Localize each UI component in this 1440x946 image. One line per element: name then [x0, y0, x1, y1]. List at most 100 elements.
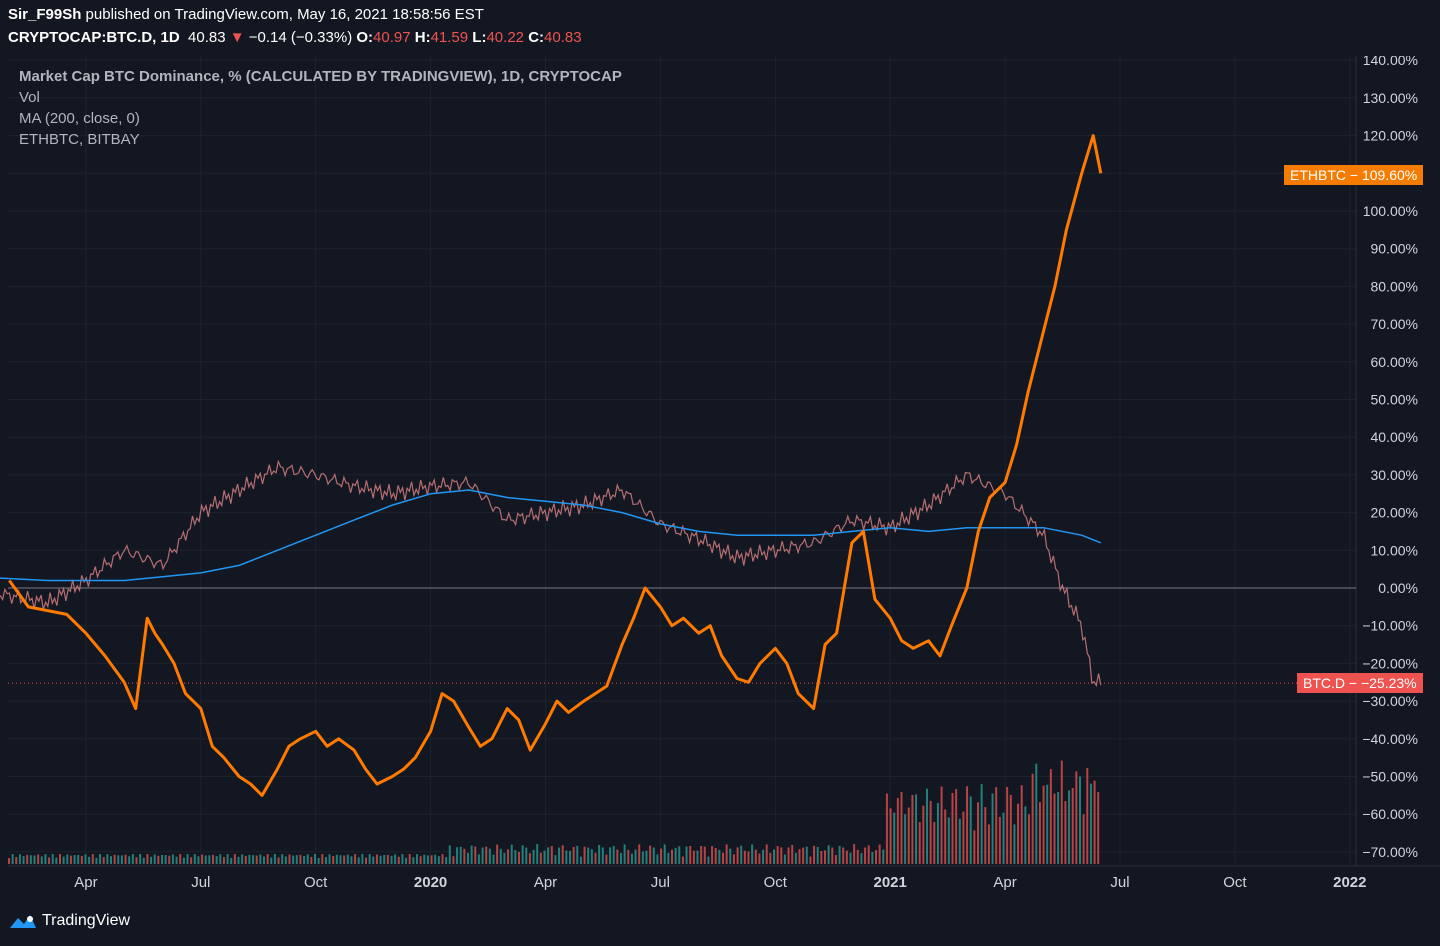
- volume-bar: [423, 854, 426, 864]
- volume-bar: [590, 849, 593, 864]
- x-tick-label: Apr: [74, 874, 97, 891]
- volume-bar: [860, 853, 863, 864]
- volume-bar: [660, 848, 663, 864]
- volume-bar: [328, 854, 331, 864]
- volume-bar: [547, 847, 550, 864]
- high-value: 41.59: [430, 29, 469, 46]
- x-tick-label: Jul: [1110, 874, 1129, 891]
- volume-bar: [969, 796, 972, 864]
- volume-bar: [900, 791, 903, 864]
- volume-bar: [536, 844, 539, 864]
- volume-bar: [233, 854, 236, 864]
- volume-bar: [84, 854, 87, 864]
- price-change: −0.14 (−0.33%): [248, 29, 353, 46]
- volume-bar: [496, 844, 499, 864]
- author-name[interactable]: Sir_F99Sh: [8, 6, 82, 23]
- volume-bar: [747, 851, 750, 864]
- legend-ma[interactable]: MA (200, close, 0): [19, 110, 140, 127]
- volume-bar: [73, 855, 76, 864]
- ma-line[interactable]: [0, 489, 1102, 582]
- volume-bar: [532, 849, 535, 864]
- chart-area[interactable]: 140.00%130.00%120.00%110.00%100.00%90.00…: [0, 52, 1440, 900]
- volume-bar: [867, 845, 870, 864]
- volume-bar: [517, 851, 520, 864]
- volume-bar: [525, 847, 528, 864]
- x-tick-label: Apr: [993, 874, 1016, 891]
- volume-bar: [1057, 792, 1060, 864]
- volume-bar: [1049, 769, 1052, 864]
- volume-bar: [55, 857, 58, 864]
- legend-main-series[interactable]: Market Cap BTC Dominance, % (CALCULATED …: [19, 68, 622, 85]
- y-tick-label: 30.00%: [1371, 467, 1418, 483]
- y-tick-label: −10.00%: [1362, 618, 1418, 634]
- volume-bar: [510, 844, 513, 864]
- legend-ethbtc[interactable]: ETHBTC, BITBAY: [19, 131, 140, 148]
- x-tick-label: Jul: [191, 874, 210, 891]
- y-tick-label: 80.00%: [1371, 278, 1418, 294]
- volume-bar: [507, 849, 510, 864]
- volume-bar: [645, 850, 648, 864]
- volume-bar: [142, 857, 145, 864]
- volume-bar: [295, 855, 298, 864]
- x-tick-label: Apr: [534, 874, 557, 891]
- volume-bar: [885, 793, 888, 864]
- volume-bar: [794, 852, 797, 864]
- volume-bar: [419, 856, 422, 864]
- chart-svg[interactable]: 140.00%130.00%120.00%110.00%100.00%90.00…: [0, 52, 1440, 900]
- volume-bar: [281, 854, 284, 864]
- volume-bar: [816, 846, 819, 864]
- volume-bar: [976, 802, 979, 864]
- volume-bar: [689, 845, 692, 864]
- volume-bar: [190, 857, 193, 864]
- volume-bar: [160, 854, 163, 864]
- volume-bar: [124, 854, 127, 864]
- volume-bar: [463, 848, 466, 864]
- volume-bar: [882, 849, 885, 864]
- volume-bar: [787, 847, 790, 864]
- y-tick-label: 20.00%: [1371, 505, 1418, 521]
- volume-bar: [201, 854, 204, 864]
- volume-bar: [696, 850, 699, 864]
- volume-bar: [521, 845, 524, 864]
- legend: Market Cap BTC Dominance, % (CALCULATED …: [19, 66, 622, 150]
- volume-bar: [412, 857, 415, 864]
- open-label: O:: [356, 29, 374, 46]
- volume-bar: [441, 854, 444, 864]
- volume-bar: [215, 856, 218, 864]
- volume-bar: [466, 852, 469, 864]
- volume-bar: [299, 854, 302, 864]
- volume-bar: [339, 855, 342, 864]
- volume-bar: [292, 855, 295, 864]
- close-label: C:: [528, 29, 545, 46]
- volume-bar: [153, 854, 156, 864]
- volume-bar: [241, 854, 244, 864]
- volume-bar: [966, 786, 969, 864]
- volume-bar: [594, 852, 597, 864]
- legend-volume[interactable]: Vol: [19, 89, 40, 106]
- volume-bar: [456, 847, 459, 864]
- volume-bar: [80, 855, 83, 864]
- volume-bar: [99, 854, 102, 864]
- volume-bar: [634, 849, 637, 864]
- tradingview-logo[interactable]: TradingView: [8, 912, 130, 930]
- volume-bar: [627, 849, 630, 864]
- x-tick-label: Oct: [1223, 874, 1247, 891]
- ethbtc-line[interactable]: [8, 134, 1103, 797]
- volume-bar: [364, 857, 367, 864]
- symbol-line: CRYPTOCAP:BTC.D, 1D 40.83 ▼ −0.14 (−0.33…: [8, 29, 582, 46]
- symbol-name[interactable]: CRYPTOCAP:BTC.D, 1D: [8, 29, 180, 46]
- volume-bar: [157, 855, 160, 864]
- volume-bar: [856, 849, 859, 864]
- volume-bar: [179, 854, 182, 864]
- volume-bar: [175, 856, 178, 864]
- volume-bar: [375, 854, 378, 864]
- volume-bar: [1009, 794, 1012, 864]
- volume-bar: [164, 855, 167, 864]
- volume-bar: [415, 854, 418, 864]
- btcd-candles[interactable]: [0, 459, 1102, 688]
- volume-bar: [791, 844, 794, 864]
- volume-bar: [8, 858, 10, 864]
- volume-bar: [324, 857, 327, 864]
- volume-bar: [579, 856, 582, 864]
- volume-bar: [904, 814, 907, 864]
